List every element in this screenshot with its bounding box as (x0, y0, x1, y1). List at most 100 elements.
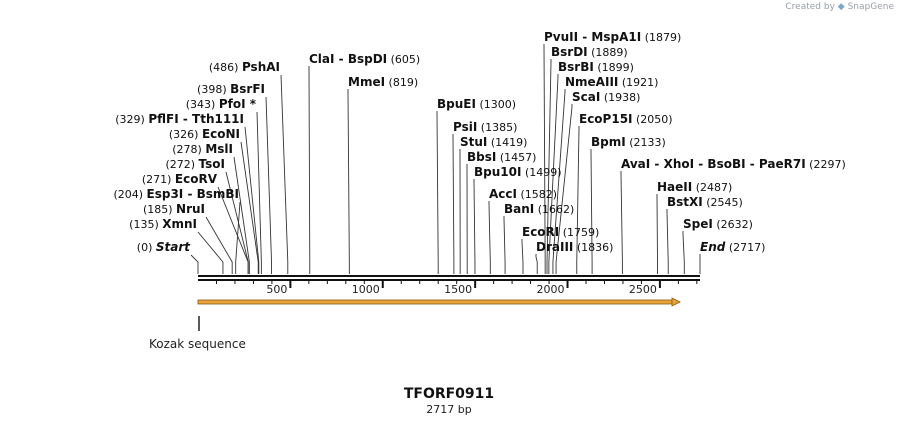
site-avai-xhoi-bsobi-paer7i-position: (2297) (806, 158, 846, 171)
site-pvuii-mspa1i-label[interactable]: PvuII - MspA1I (1879) (544, 30, 681, 44)
site-bpuei-name: BpuEI (437, 97, 476, 111)
site-econi-line (240, 141, 259, 274)
site-tsoi-label[interactable]: (272) TsoI (165, 157, 225, 171)
site-econi-name: EcoNI (202, 127, 240, 141)
site-msli-name: MslI (205, 142, 233, 156)
feature-label-kozak[interactable]: Kozak sequence (149, 337, 246, 351)
site-draiii-label[interactable]: DraIII (1836) (536, 240, 613, 254)
site-pshai-position: (486) (209, 61, 242, 74)
site-acci-line (488, 201, 491, 274)
site-spei-label[interactable]: SpeI (2632) (683, 217, 753, 231)
site-bstxi-name: BstXI (667, 195, 703, 209)
site-spei-name: SpeI (683, 217, 713, 231)
site-scai-line (555, 104, 573, 274)
site-psii-name: PsiI (453, 120, 477, 134)
site-bsrbi-position: (1899) (594, 61, 634, 74)
site-avai-xhoi-bsobi-paer7i-label[interactable]: AvaI - XhoI - BsoBI - PaeR7I (2297) (621, 157, 846, 171)
site-pfoi-label[interactable]: (343) PfoI * (186, 97, 257, 111)
site-bpu10i-line (473, 179, 476, 274)
site-ecori-label[interactable]: EcoRI (1759) (522, 225, 599, 239)
site-pshai-line (280, 74, 289, 274)
site-bsrfi-position: (398) (197, 83, 230, 96)
site-start-name: Start (156, 240, 191, 254)
site-draiii-name: DraIII (536, 240, 573, 254)
sequence-backbone (198, 275, 700, 281)
site-start-position: (0) (137, 241, 156, 254)
site-bsrdi-position: (1889) (588, 46, 628, 59)
site-stui-label[interactable]: StuI (1419) (460, 135, 527, 149)
site-start-label[interactable]: (0) Start (137, 240, 191, 254)
site-tsoi-line (225, 171, 249, 274)
site-bbsi-label[interactable]: BbsI (1457) (467, 150, 536, 164)
site-mmei-label[interactable]: MmeI (819) (348, 75, 418, 89)
site-start-line (190, 254, 199, 274)
axis-ticks: 500 1000 1500 2000 2500 (215, 281, 698, 296)
site-bpmi-label[interactable]: BpmI (2133) (591, 135, 666, 149)
site-acci-label[interactable]: AccI (1582) (489, 187, 557, 201)
site-bsrdi-label[interactable]: BsrDI (1889) (551, 45, 628, 59)
site-avai-xhoi-bsobi-paer7i-line (620, 171, 623, 274)
site-lines (190, 44, 701, 274)
site-clai-bspdi-label[interactable]: ClaI - BspDI (605) (309, 52, 420, 66)
site-pflfi-tth111i-position: (329) (115, 113, 148, 126)
site-spei-position: (2632) (713, 218, 753, 231)
site-nmeaiii-label[interactable]: NmeAIII (1921) (565, 75, 658, 89)
site-labels: (0) Start(135) XmnI(185) NruI(204) Esp3I… (113, 30, 845, 254)
site-bani-line (503, 216, 506, 274)
site-tsoi-name: TsoI (199, 157, 225, 171)
site-bpu10i-position: (1499) (521, 166, 561, 179)
site-spei-line (682, 231, 685, 274)
site-scai-label[interactable]: ScaI (1938) (572, 90, 640, 104)
site-psii-line (452, 134, 455, 274)
site-nrui-line (205, 216, 233, 274)
site-pflfi-tth111i-label[interactable]: (329) PflFI - Tth111I (115, 112, 244, 126)
watermark-brand: SnapGene (847, 2, 894, 12)
site-ecop15i-label[interactable]: EcoP15I (2050) (579, 112, 673, 126)
site-bsrdi-line (546, 59, 552, 274)
site-ecorv-position: (271) (142, 173, 175, 186)
site-msli-label[interactable]: (278) MslI (172, 142, 233, 156)
site-haeii-name: HaeII (657, 180, 692, 194)
site-bani-label[interactable]: BanI (1662) (504, 202, 574, 216)
site-acci-position: (1582) (517, 188, 557, 201)
site-mmei-name: MmeI (348, 75, 385, 89)
site-ecori-line (521, 239, 524, 274)
site-haeii-label[interactable]: HaeII (2487) (657, 180, 732, 194)
site-nrui-name: NruI (176, 202, 205, 216)
site-bpuei-line (436, 111, 439, 274)
site-pshai-name: PshAI (242, 60, 280, 74)
site-pvuii-mspa1i-name: PvuII - MspA1I (544, 30, 641, 44)
site-ecorv-label[interactable]: (271) EcoRV (142, 172, 218, 186)
tick-label: 2000 (537, 283, 565, 296)
site-end-position: (2717) (725, 241, 765, 254)
site-bsrbi-label[interactable]: BsrBI (1899) (558, 60, 634, 74)
site-tsoi-position: (272) (165, 158, 198, 171)
site-pflfi-tth111i-line (244, 126, 260, 274)
site-esp3i-bsmbi-label[interactable]: (204) Esp3I - BsmBI (113, 187, 239, 201)
site-nrui-label[interactable]: (185) NruI (143, 202, 205, 216)
site-bpu10i-name: Bpu10I (474, 165, 521, 179)
tick-label: 2500 (629, 283, 657, 296)
site-psii-label[interactable]: PsiI (1385) (453, 120, 517, 134)
site-end-label[interactable]: End (2717) (700, 240, 765, 254)
site-xmni-name: XmnI (162, 217, 197, 231)
site-nmeaiii-name: NmeAIII (565, 75, 618, 89)
site-acci-name: AccI (489, 187, 517, 201)
site-bpu10i-label[interactable]: Bpu10I (1499) (474, 165, 562, 179)
site-bpuei-label[interactable]: BpuEI (1300) (437, 97, 516, 111)
site-bsrfi-label[interactable]: (398) BsrFI (197, 82, 265, 96)
site-bstxi-label[interactable]: BstXI (2545) (667, 195, 743, 209)
site-bstxi-line (666, 209, 669, 274)
site-esp3i-bsmbi-position: (204) (113, 188, 146, 201)
feature-kozak-body[interactable] (197, 299, 673, 305)
site-pflfi-tth111i-name: PflFI - Tth111I (148, 112, 244, 126)
site-bpmi-line (590, 149, 593, 274)
site-xmni-label[interactable]: (135) XmnI (129, 217, 197, 231)
site-nrui-position: (185) (143, 203, 176, 216)
site-esp3i-bsmbi-name: Esp3I - BsmBI (147, 187, 239, 201)
site-ecori-name: EcoRI (522, 225, 559, 239)
site-econi-label[interactable]: (326) EcoNI (169, 127, 240, 141)
site-draiii-line (535, 254, 538, 274)
site-pshai-label[interactable]: (486) PshAI (209, 60, 280, 74)
